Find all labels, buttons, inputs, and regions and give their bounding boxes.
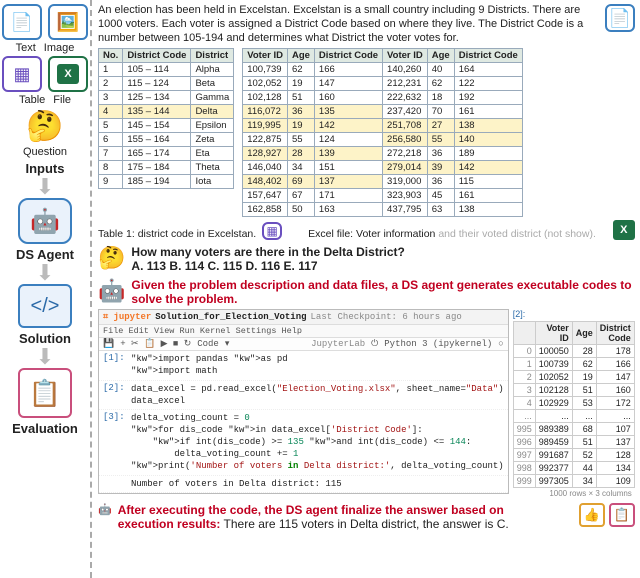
save-icon[interactable]: 💾 [103, 339, 114, 349]
question-text: How many voters are there in the Delta D… [131, 245, 404, 259]
problem-description: An election has been held in Excelstan. … [98, 4, 601, 45]
voter-table-caption-grey: and their voted district (not show). [435, 228, 596, 240]
checklist-icon[interactable]: 📋 [609, 503, 635, 527]
stage-evaluation: Evaluation [12, 421, 78, 436]
label-file: File [53, 94, 71, 106]
df-out-prompt: [2]: [513, 309, 635, 319]
notebook-checkpoint: Last Checkpoint: 6 hours ago [311, 312, 462, 322]
cell-prompt [103, 478, 131, 490]
label-text: Text [16, 42, 36, 54]
final-line2-red: execution results: [118, 517, 221, 531]
desc-doc-icon: 📄 [605, 4, 635, 32]
thumbs-up-icon[interactable]: 👍 [579, 503, 605, 527]
tables-area: No.District CodeDistrict1105 – 114Alpha2… [98, 48, 635, 217]
result-df-footer: 1000 rows × 3 columns [513, 488, 635, 499]
notebook-menubar[interactable]: File Edit View Run Kernel Settings Help [99, 325, 508, 338]
pipeline-sidebar: 📄 🖼️ TextImage ▦ X TableFile 🤔 Question … [0, 0, 92, 578]
label-question: Question [23, 146, 67, 158]
voter-table: Voter IDAgeDistrict CodeVoter IDAgeDistr… [242, 48, 523, 217]
cell-output: Number of voters in Delta district: 115 [131, 478, 342, 490]
notebook-toolbar[interactable]: 💾+ ✂ 📋 ▶ ■ ↻ Code▾ JupyterLab ⏻ Python 3… [99, 338, 508, 351]
district-table: No.District CodeDistrict1105 – 114Alpha2… [98, 48, 234, 189]
question-icon: 🤔 [25, 108, 65, 144]
code-cell-3[interactable]: delta_voting_count = 0 "kw">for dis_code… [131, 412, 504, 473]
question-choices: A. 113 B. 114 C. 115 D. 116 E. 117 [131, 259, 404, 273]
text-icon: 📄 [2, 4, 42, 40]
file-icon: X [48, 56, 88, 92]
final-line2-black: There are 115 voters in Delta district, … [220, 517, 508, 531]
solution-icon: </> [18, 284, 72, 328]
cell-prompt: [1]: [103, 353, 131, 377]
arrow-down-icon: ⬇ [36, 350, 54, 364]
jupyter-logo-icon: ⌗ jupyter [103, 312, 151, 322]
arrow-down-icon: ⬇ [36, 180, 54, 194]
jupyter-notebook: ⌗ jupyter Solution_for_Election_Voting L… [98, 309, 509, 493]
ds-agent-icon: 🤖 [18, 198, 72, 244]
excel-mini-icon: X [613, 220, 635, 240]
image-icon: 🖼️ [48, 4, 88, 40]
arrow-down-icon: ⬇ [36, 266, 54, 280]
label-table: Table [19, 94, 45, 106]
table-icon: ▦ [2, 56, 42, 92]
notebook-title: Solution_for_Election_Voting [155, 312, 306, 322]
jupyterlab-label: JupyterLab [311, 339, 365, 349]
excel-icon: X [57, 64, 79, 84]
label-image: Image [44, 42, 75, 54]
code-cell-1[interactable]: "kw">import pandas "kw">as pd "kw">impor… [131, 353, 288, 377]
code-cell-2[interactable]: data_excel = pd.read_excel("Election_Vot… [131, 383, 504, 407]
evaluation-icon: 📋 [18, 368, 72, 418]
agent-face-icon: 🤖 [98, 278, 125, 304]
result-dataframe: Voter IDAgeDistrict Code0100050281781100… [513, 321, 635, 488]
table-mini-icon: ▦ [262, 222, 282, 240]
cell-prompt: [3]: [103, 412, 131, 473]
agent-face-icon: 🤖 [98, 503, 112, 516]
cell-type-select[interactable]: Code [197, 339, 219, 349]
question-face-icon: 🤔 [98, 245, 125, 271]
district-table-caption: Table 1: district code in Excelstan. [98, 228, 256, 240]
agent-statement: Given the problem description and data f… [131, 278, 634, 306]
kernel-label: Python 3 (ipykernel) [384, 339, 492, 349]
voter-table-caption: Excel file: Voter information [308, 228, 435, 240]
cell-prompt: [2]: [103, 383, 131, 407]
final-line1: After executing the code, the DS agent f… [118, 503, 504, 517]
